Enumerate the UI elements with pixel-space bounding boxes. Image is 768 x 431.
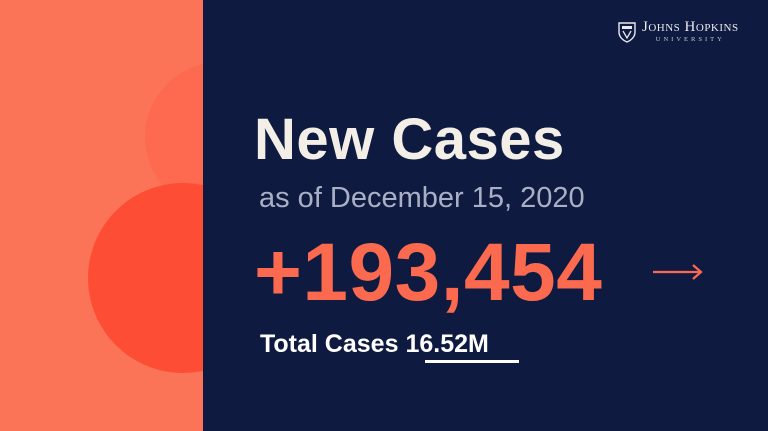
total-cases: Total Cases 16.52M xyxy=(260,328,489,360)
new-cases-count: +193,454 xyxy=(254,227,603,318)
as-of-date: as of December 15, 2020 xyxy=(259,182,585,214)
decorative-panel xyxy=(0,0,203,431)
headline: New Cases xyxy=(254,107,565,172)
decorative-circle-bottom xyxy=(88,183,203,373)
arrow-right-icon xyxy=(653,264,703,280)
content-panel xyxy=(203,0,768,431)
university-logo: Johns Hopkins UNIVERSITY xyxy=(618,20,739,44)
total-cases-label: Total Cases xyxy=(260,330,399,358)
logo-subtitle: UNIVERSITY xyxy=(655,36,725,43)
logo-name: Johns Hopkins xyxy=(642,19,739,35)
total-cases-underline xyxy=(425,360,519,363)
university-crest-icon xyxy=(618,22,636,43)
total-cases-value: 16.52M xyxy=(405,330,489,358)
